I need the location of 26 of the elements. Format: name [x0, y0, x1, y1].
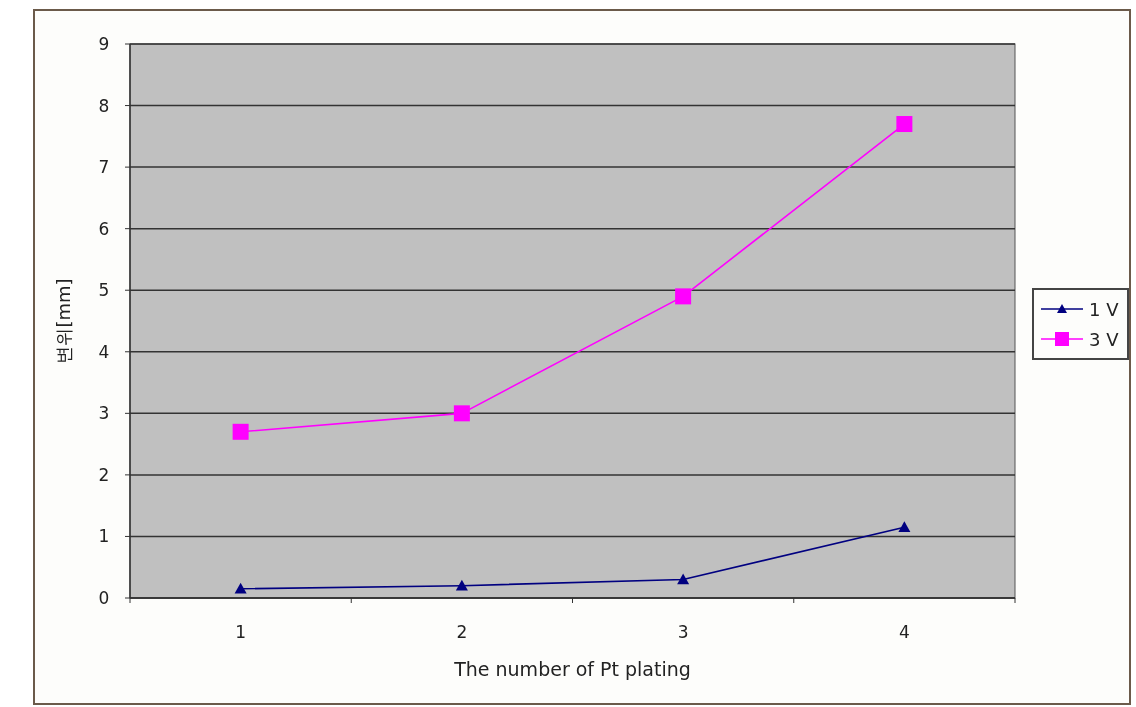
y-tick-label: 7: [98, 157, 110, 178]
point: [898, 521, 911, 533]
point: [453, 405, 470, 422]
y-tick-label: 5: [98, 280, 110, 301]
point: [455, 579, 468, 591]
point: [675, 288, 692, 305]
y-tick-label: 2: [98, 464, 110, 485]
point: [232, 423, 249, 440]
point: [234, 582, 247, 594]
y-tick-label: 6: [98, 218, 110, 239]
legend-label: 3 V: [1089, 329, 1120, 350]
y-tick-label: 8: [98, 95, 110, 116]
point: [896, 116, 913, 133]
x-tick-label: 1: [235, 622, 247, 642]
y-tick-label: 4: [98, 341, 110, 362]
x-tick-label: 3: [677, 622, 689, 642]
y-tick-label: 0: [98, 588, 110, 608]
y-axis-title: 변위[mm]: [53, 278, 74, 364]
y-tick-label: 9: [98, 34, 110, 54]
y-tick-label: 1: [98, 526, 110, 547]
legend-label: 1 V: [1089, 299, 1120, 320]
point: [677, 573, 690, 585]
x-tick-label: 4: [898, 622, 910, 642]
x-axis-title: The number of Pt plating: [453, 658, 691, 680]
x-tick-label: 2: [456, 622, 468, 642]
y-tick-label: 3: [98, 403, 110, 424]
